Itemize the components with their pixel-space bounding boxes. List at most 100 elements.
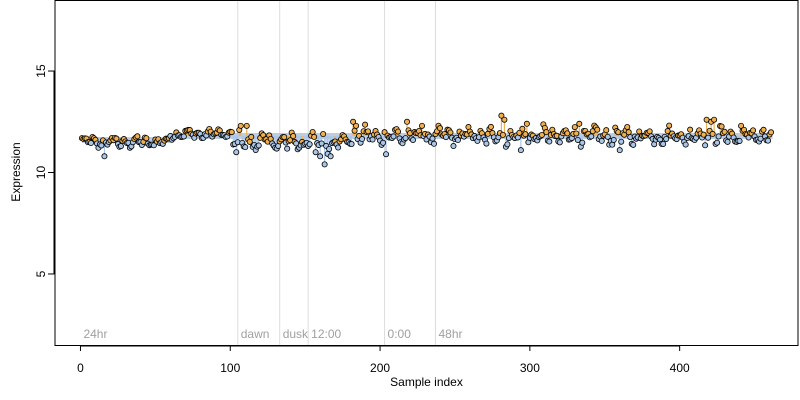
data-point [359, 136, 366, 143]
phase-lines [237, 0, 436, 345]
data-point [248, 133, 255, 140]
data-point [765, 137, 772, 144]
data-point [618, 138, 625, 145]
data-point [705, 134, 712, 141]
data-point [365, 128, 372, 135]
data-point [317, 153, 324, 160]
data-point [362, 121, 369, 128]
data-point [350, 118, 357, 125]
data-point [442, 134, 449, 141]
data-point [117, 143, 124, 150]
data-point [450, 143, 457, 150]
data-point [369, 136, 376, 143]
data-point [594, 126, 601, 133]
data-point [687, 126, 694, 133]
data-point [348, 141, 355, 148]
data-point [430, 140, 437, 147]
data-point [113, 135, 120, 142]
data-point [750, 127, 757, 134]
phase-label: 0:00 [388, 327, 412, 341]
data-point [504, 141, 511, 148]
data-point [715, 133, 722, 140]
data-point [353, 122, 360, 129]
data-point [523, 120, 530, 127]
data-point [610, 136, 617, 143]
plot-frame [54, 0, 799, 346]
data-point [630, 141, 637, 148]
x-tick-label: 400 [670, 361, 690, 375]
data-point [327, 153, 334, 160]
data-point [290, 133, 297, 140]
data-point [326, 145, 333, 152]
data-point [454, 137, 461, 144]
phase-label: dawn [241, 327, 270, 341]
data-point [233, 149, 240, 156]
data-point [768, 129, 775, 136]
y-tick-label: 5 [34, 270, 48, 277]
phase-label: dusk [283, 327, 309, 341]
data-point [576, 120, 583, 127]
data-point [603, 127, 610, 134]
data-point [380, 139, 387, 146]
data-point [660, 140, 667, 147]
phase-label: 48hr [438, 327, 462, 341]
data-point [721, 128, 728, 135]
data-point [517, 147, 524, 154]
data-point [281, 134, 288, 141]
data-point [522, 131, 529, 138]
data-point [598, 137, 605, 144]
x-tick-label: 300 [520, 361, 540, 375]
y-axis-title: Expression [9, 142, 23, 201]
data-point [760, 126, 767, 133]
data-point [306, 141, 313, 148]
data-point [410, 137, 417, 144]
data-point [436, 125, 443, 132]
y-tick-label: 10 [34, 166, 48, 180]
data-point [309, 128, 316, 135]
data-point [180, 133, 187, 140]
data-point [383, 151, 390, 158]
data-point [321, 161, 328, 168]
data-point [311, 133, 318, 140]
data-point [571, 124, 578, 131]
data-point [404, 118, 411, 125]
data-point [101, 153, 108, 160]
data-point [646, 128, 653, 135]
data-point [616, 147, 623, 154]
x-axis-title: Sample index [390, 375, 463, 389]
data-point [546, 138, 553, 145]
data-point [284, 145, 291, 152]
data-point [237, 122, 244, 129]
data-point [736, 137, 743, 144]
data-point [351, 127, 358, 134]
data-point [588, 133, 595, 140]
data-point [682, 141, 689, 148]
data-point [395, 128, 402, 135]
phase-labels: 24hr dawn dusk 12:00 0:00 48hr [83, 327, 462, 341]
y-axis: 5 10 15 [34, 64, 55, 277]
x-axis: 0 100 200 300 400 [77, 345, 690, 375]
data-point [718, 123, 725, 130]
data-point [724, 138, 731, 145]
data-point [564, 130, 571, 137]
data-point [228, 129, 235, 136]
data-point [604, 133, 611, 140]
data-point [709, 130, 716, 137]
data-point [579, 139, 586, 146]
data-point [320, 131, 327, 138]
data-point [335, 144, 342, 151]
data-point [255, 142, 262, 149]
phase-label: 24hr [83, 327, 107, 341]
data-point [402, 135, 409, 142]
data-point [556, 139, 563, 146]
data-point [242, 144, 249, 151]
x-tick-label: 100 [220, 361, 240, 375]
data-point [483, 140, 490, 147]
data-point [447, 129, 454, 136]
data-point [663, 135, 670, 142]
data-point [87, 140, 94, 147]
data-point [624, 123, 631, 130]
data-point [499, 131, 506, 138]
